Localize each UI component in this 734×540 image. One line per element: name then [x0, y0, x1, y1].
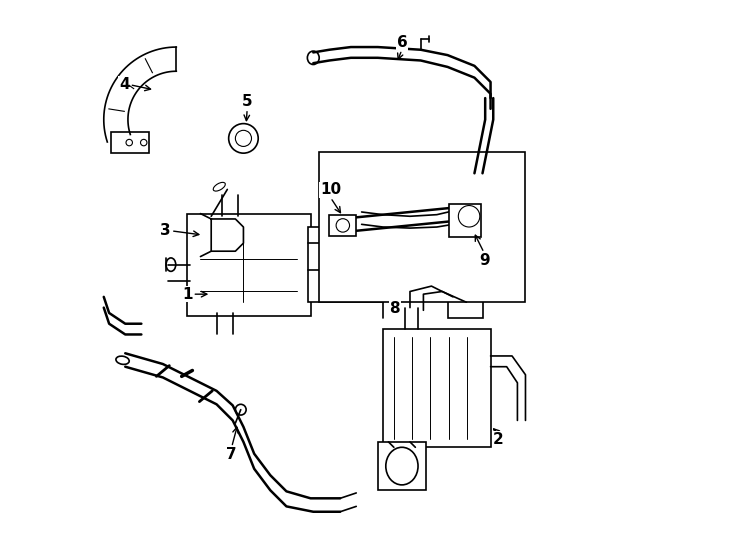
Ellipse shape [116, 356, 129, 364]
FancyBboxPatch shape [112, 132, 149, 153]
Ellipse shape [229, 124, 258, 153]
Ellipse shape [236, 404, 246, 415]
Ellipse shape [458, 206, 480, 227]
FancyBboxPatch shape [448, 204, 482, 237]
Bar [319, 152, 526, 302]
Ellipse shape [166, 258, 175, 271]
Ellipse shape [214, 183, 225, 191]
Bar [330, 215, 356, 236]
Text: 9: 9 [479, 253, 490, 268]
Text: 6: 6 [396, 35, 407, 50]
Ellipse shape [222, 229, 233, 241]
Bar [448, 289, 482, 319]
Ellipse shape [386, 447, 418, 485]
Bar [378, 442, 426, 490]
Text: 7: 7 [226, 447, 237, 462]
Ellipse shape [236, 130, 252, 146]
Text: 2: 2 [493, 431, 504, 447]
Ellipse shape [474, 173, 487, 184]
Bar [383, 329, 490, 447]
Text: 8: 8 [390, 301, 400, 316]
Ellipse shape [140, 139, 147, 146]
FancyBboxPatch shape [187, 214, 310, 316]
Text: 4: 4 [119, 77, 129, 92]
Text: 5: 5 [242, 94, 252, 109]
Ellipse shape [126, 139, 132, 146]
Bar [308, 227, 383, 302]
Ellipse shape [308, 51, 319, 64]
Text: 10: 10 [320, 183, 341, 198]
Ellipse shape [336, 219, 349, 232]
Text: 1: 1 [182, 287, 192, 302]
Text: 3: 3 [160, 223, 171, 238]
